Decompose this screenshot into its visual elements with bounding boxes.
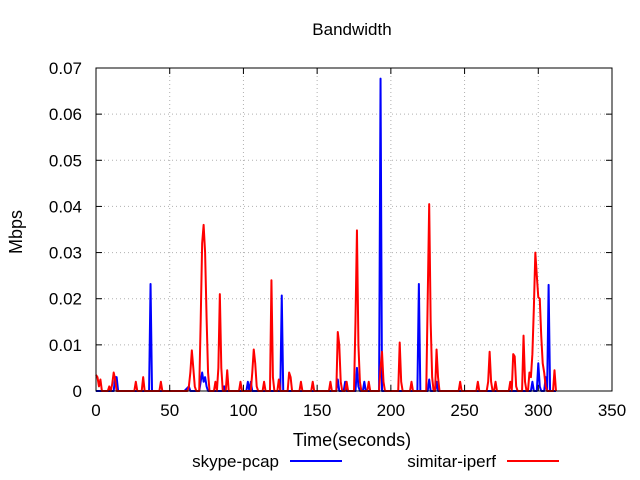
x-tick-label: 250 bbox=[450, 401, 478, 420]
x-tick-label: 0 bbox=[91, 401, 100, 420]
y-tick-label: 0.07 bbox=[49, 59, 82, 78]
x-tick-label: 200 bbox=[377, 401, 405, 420]
series-line-simitar-iperf bbox=[95, 203, 557, 392]
x-tick-label: 300 bbox=[524, 401, 552, 420]
axis-ticks: 0 50 100 150 200 250 300 350 0 0.01 0.02 0.03 0.04 0.… bbox=[49, 59, 626, 420]
y-tick-label: 0.04 bbox=[49, 197, 82, 216]
series-line-skype-pcap bbox=[96, 77, 556, 392]
y-tick-label: 0.03 bbox=[49, 244, 82, 263]
grid-lines bbox=[96, 68, 612, 391]
plot-frame bbox=[95, 67, 613, 392]
legend: skype-pcap simitar-iperf bbox=[192, 452, 559, 471]
x-tick-label: 50 bbox=[160, 401, 179, 420]
legend-label-skype-pcap: skype-pcap bbox=[192, 452, 279, 471]
x-tick-label: 350 bbox=[598, 401, 626, 420]
x-axis-label: Time(seconds) bbox=[293, 430, 411, 450]
chart-title: Bandwidth bbox=[312, 20, 391, 39]
x-tick-label: 150 bbox=[303, 401, 331, 420]
y-axis-label: Mbps bbox=[6, 210, 26, 254]
y-tick-label: 0.01 bbox=[49, 336, 82, 355]
x-tick-label: 100 bbox=[229, 401, 257, 420]
y-tick-label: 0.05 bbox=[49, 151, 82, 170]
y-tick-label: 0.02 bbox=[49, 290, 82, 309]
legend-label-simitar-iperf: simitar-iperf bbox=[407, 452, 496, 471]
y-tick-label: 0 bbox=[73, 382, 82, 401]
y-tick-label: 0.06 bbox=[49, 105, 82, 124]
plot-series bbox=[95, 77, 557, 392]
